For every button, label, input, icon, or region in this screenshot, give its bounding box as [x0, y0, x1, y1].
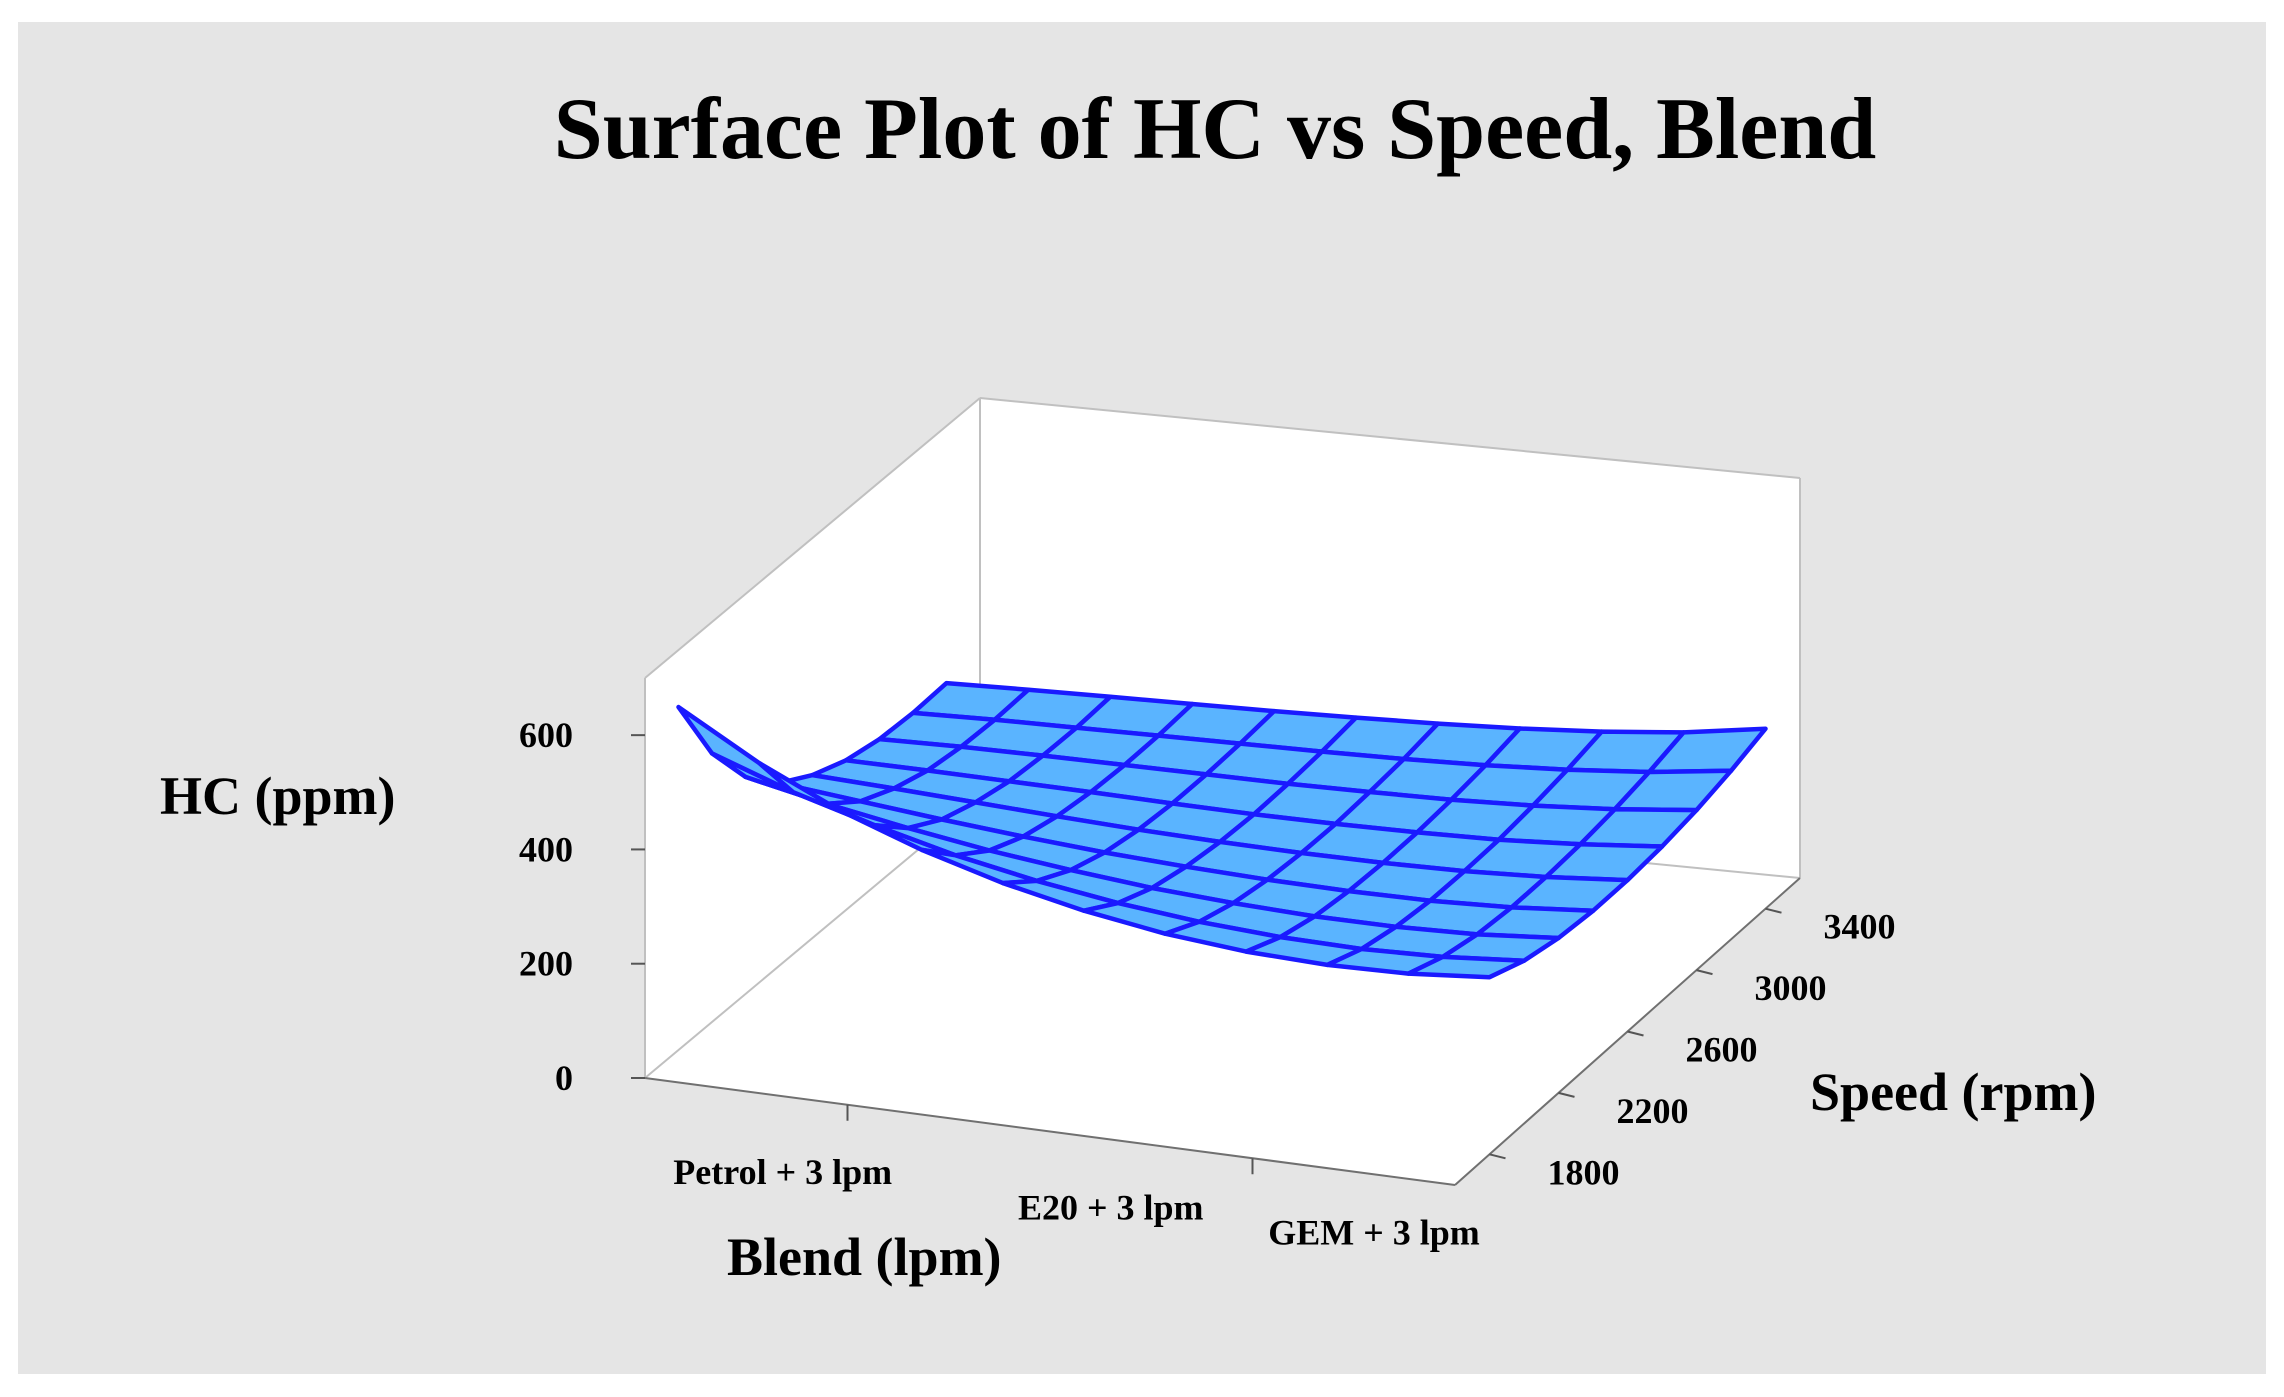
y-tick-label: 2200: [1617, 1091, 1689, 1131]
box-edge-back-2: [979, 397, 1801, 479]
y-tick-label: 1800: [1548, 1152, 1620, 1192]
z-tick-label: 600: [519, 715, 573, 755]
x-category-label: E20 + 3 lpm: [1018, 1188, 1204, 1228]
chart-title: Surface Plot of HC vs Speed, Blend: [554, 81, 1876, 178]
y-tick-label: 3000: [1755, 968, 1827, 1008]
x-axis-line: [644, 1077, 1456, 1186]
z-axis-title: HC (ppm): [160, 766, 396, 826]
y-tick-4: [1765, 907, 1782, 914]
surface-mesh: [676, 680, 1768, 980]
box-edge-back-3: [644, 397, 981, 679]
y-tick-1: [1558, 1091, 1575, 1098]
z-tick-label: 200: [519, 944, 573, 984]
y-tick-0: [1489, 1153, 1506, 1160]
z-tick-label: 0: [555, 1058, 573, 1098]
y-tick-label: 3400: [1824, 907, 1896, 947]
x-axis-title: Blend (lpm): [727, 1227, 1002, 1287]
y-tick-2: [1627, 1030, 1644, 1037]
y-tick-3: [1696, 969, 1713, 976]
surface-patch: [1406, 954, 1527, 980]
z-tick-label: 400: [519, 829, 573, 869]
x-category-label: Petrol + 3 lpm: [673, 1152, 892, 1192]
plot-area: 0 200 400 600 1800 2200 2600 3000 3400 Petrol + 3…: [519, 397, 1896, 1252]
y-tick-label: 2600: [1686, 1030, 1758, 1070]
x-category-label: GEM + 3 lpm: [1268, 1212, 1480, 1252]
y-axis-title: Speed (rpm): [1810, 1062, 2096, 1122]
